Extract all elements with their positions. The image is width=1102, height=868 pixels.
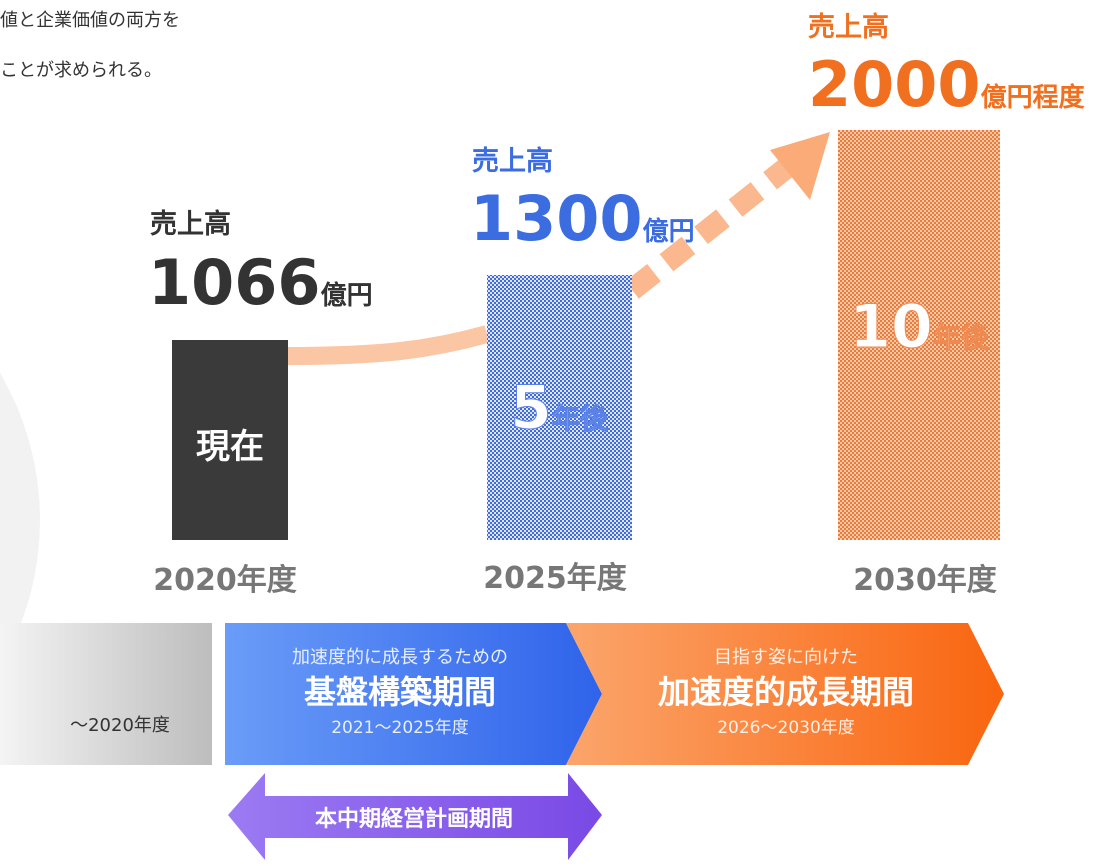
phase-title: 基盤構築期間 [304,673,496,711]
bar-number: 10 [849,292,933,362]
plan-label: 本中期経営計画期間 [315,806,513,832]
plan-arrow [228,773,602,860]
year-label: 2025年度 [483,561,627,596]
phase-range: 2026〜2030年度 [717,718,855,738]
unit: 億円 [643,217,695,247]
growth-curve [287,325,490,365]
sales-amount: 1066億円 [148,246,373,319]
amount: 1066 [148,246,321,319]
phase-range: 2021〜2025年度 [331,718,469,738]
amount: 2000 [808,48,981,121]
bar [838,130,1000,540]
unit: 億円 [321,281,373,311]
phase-chevron [225,623,602,765]
bar-number: 5 [510,373,552,443]
bar-label: 10年後 [849,292,990,362]
sales-amount: 2000億円程度 [808,48,1085,121]
bar [487,275,632,540]
year-label: 2030年度 [853,563,997,598]
intro-text: 値と企業価値の両方を [0,10,180,31]
sales-label: 売上高 [472,145,553,177]
background-circle [0,373,40,667]
year-label: 2020年度 [153,563,297,598]
sales-label: 売上高 [808,11,889,43]
sales-label: 売上高 [150,208,231,240]
bar-label: 5年後 [510,373,609,443]
phase-subtitle: 加速度的に成長するための [292,647,508,668]
growth-arrow [625,156,797,299]
phase-subtitle: 目指す姿に向けた [714,647,858,668]
phase-title: 加速度的成長期間 [658,673,914,711]
phase-box [0,623,212,765]
amount: 1300 [470,182,643,255]
unit: 億円程度 [981,82,1085,113]
sales-amount: 1300億円 [470,182,695,255]
bar-unit: 年後 [933,321,990,354]
phase-chevron [566,623,1004,765]
arrow-head [770,132,830,200]
phase-range: 〜2020年度 [70,715,170,736]
intro-text: ことが求められる。 [0,60,162,81]
bar-unit: 年後 [552,402,609,435]
bar-label: 現在 [196,427,264,467]
bar [172,340,288,540]
